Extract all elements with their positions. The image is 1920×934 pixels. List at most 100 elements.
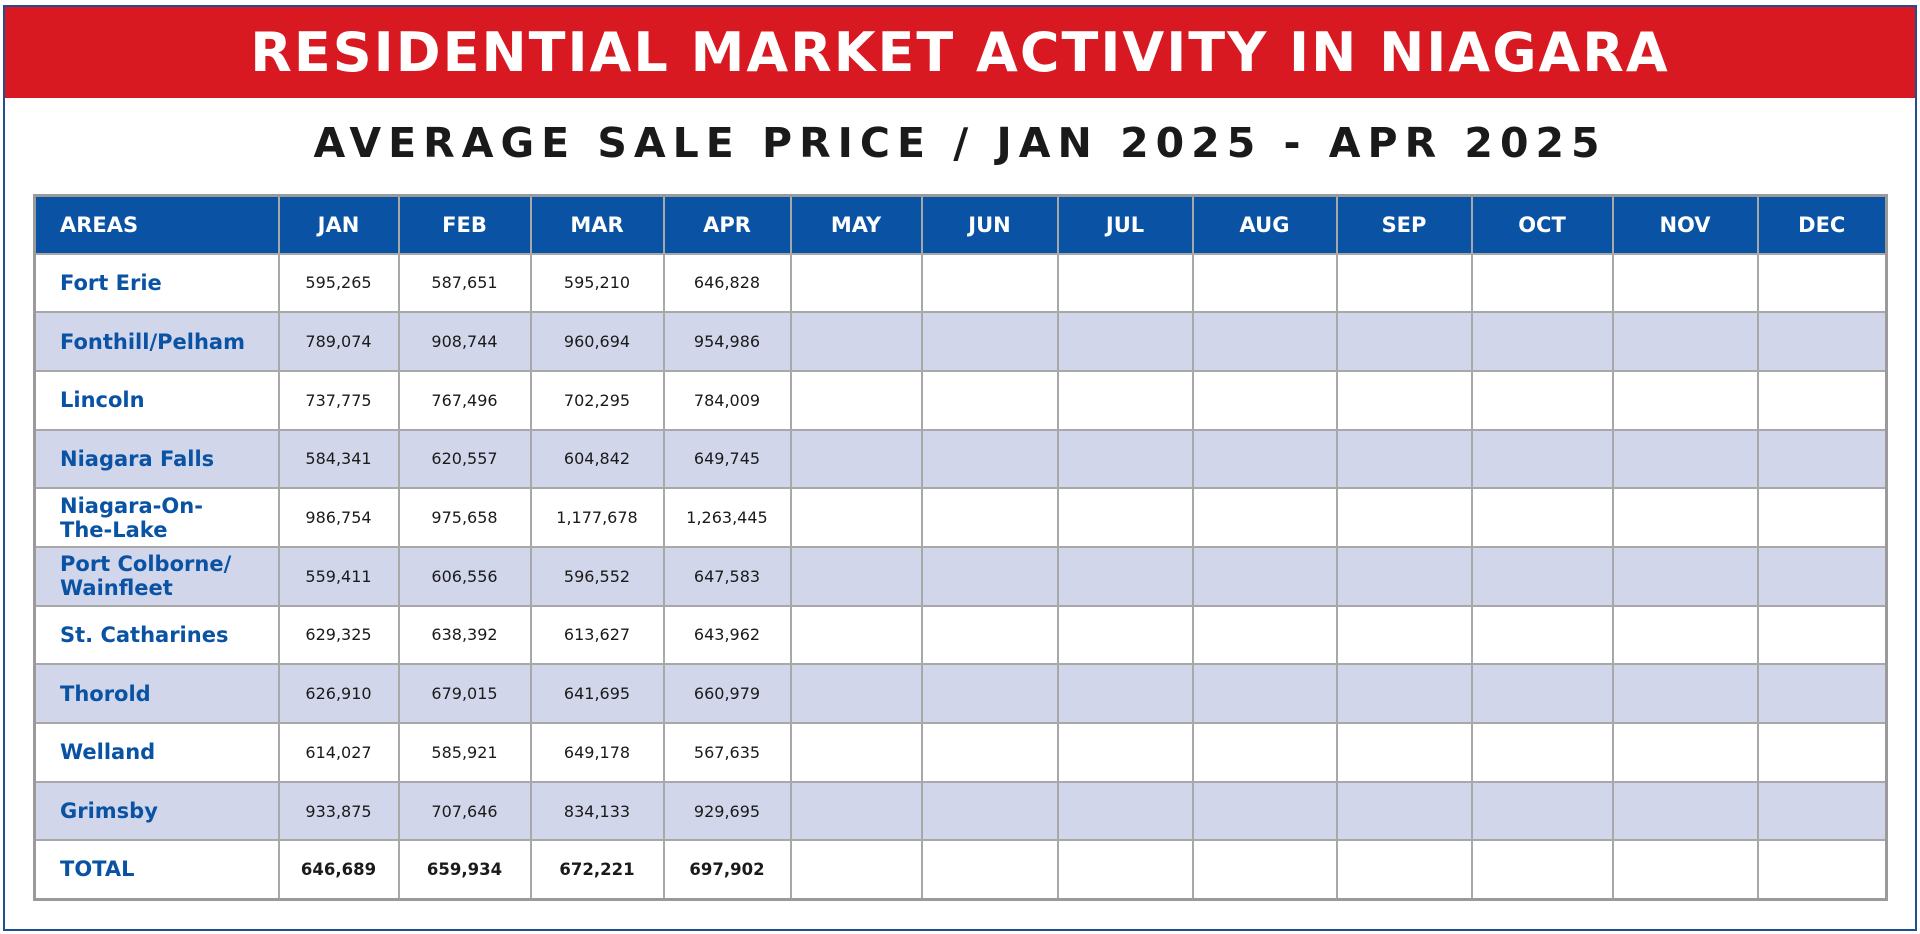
- price-cell-feb: 707,646: [397, 780, 532, 842]
- area-name-cell: TOTAL: [33, 839, 280, 901]
- price-cell-oct: [1470, 369, 1614, 431]
- price-cell-feb: 659,934: [397, 839, 532, 901]
- column-header-jul: JUL: [1056, 194, 1194, 255]
- table-subtitle: AVERAGE SALE PRICE / JAN 2025 - APR 2025: [313, 119, 1607, 167]
- price-cell-sep: [1335, 780, 1473, 842]
- price-cell-may: [789, 428, 923, 490]
- price-cell-aug: [1191, 663, 1338, 724]
- price-cell-nov: [1611, 722, 1759, 783]
- column-header-mar: MAR: [529, 194, 665, 255]
- area-name-cell: St. Catharines: [33, 604, 280, 666]
- price-cell-jun: [920, 311, 1059, 372]
- area-name-cell: Grimsby: [33, 780, 280, 842]
- price-cell-apr: 784,009: [662, 369, 792, 431]
- price-cell-aug: [1191, 428, 1338, 490]
- area-name-cell: Thorold: [33, 663, 280, 724]
- price-cell-feb: 638,392: [397, 604, 532, 666]
- price-cell-may: [789, 311, 923, 372]
- price-cell-aug: [1191, 369, 1338, 431]
- price-cell-jan: 626,910: [277, 663, 400, 724]
- price-cell-apr: 697,902: [662, 839, 792, 901]
- total-row: TOTAL 646,689 659,934 672,221 697,902: [33, 839, 1888, 901]
- table-row: Thorold 626,910 679,015 641,695 660,979: [33, 663, 1888, 724]
- price-cell-jul: [1056, 487, 1194, 548]
- price-cell-jun: [920, 780, 1059, 842]
- price-cell-sep: [1335, 722, 1473, 783]
- price-cell-dec: [1756, 604, 1888, 666]
- price-cell-mar: 613,627: [529, 604, 665, 666]
- price-cell-jul: [1056, 780, 1194, 842]
- price-cell-mar: 1,177,678: [529, 487, 665, 548]
- price-cell-dec: [1756, 663, 1888, 724]
- price-cell-dec: [1756, 369, 1888, 431]
- table-header-row: AREAS JAN FEB MAR APR MAY JUN JUL AUG SEP OCT NOV DE…: [33, 194, 1888, 255]
- price-cell-nov: [1611, 487, 1759, 548]
- column-header-jun: JUN: [920, 194, 1059, 255]
- table-body: Fort Erie 595,265 587,651 595,210 646,828 Fon…: [33, 252, 1888, 901]
- price-cell-feb: 679,015: [397, 663, 532, 724]
- price-cell-sep: [1335, 369, 1473, 431]
- area-name-cell: Welland: [33, 722, 280, 783]
- price-cell-nov: [1611, 311, 1759, 372]
- price-cell-sep: [1335, 604, 1473, 666]
- price-cell-jul: [1056, 663, 1194, 724]
- table-row: Port Colborne/Wainfleet 559,411 606,556 596…: [33, 545, 1888, 607]
- price-cell-feb: 620,557: [397, 428, 532, 490]
- column-header-oct: OCT: [1470, 194, 1614, 255]
- price-cell-jun: [920, 663, 1059, 724]
- price-cell-sep: [1335, 487, 1473, 548]
- price-cell-dec: [1756, 252, 1888, 314]
- table-row: Grimsby 933,875 707,646 834,133 929,695: [33, 780, 1888, 842]
- price-cell-oct: [1470, 839, 1614, 901]
- column-header-sep: SEP: [1335, 194, 1473, 255]
- price-cell-oct: [1470, 311, 1614, 372]
- price-cell-jan: 789,074: [277, 311, 400, 372]
- table-row: Lincoln 737,775 767,496 702,295 784,009: [33, 369, 1888, 431]
- price-cell-jun: [920, 545, 1059, 607]
- price-cell-aug: [1191, 252, 1338, 314]
- price-cell-dec: [1756, 428, 1888, 490]
- area-name-cell: Port Colborne/Wainfleet: [33, 545, 280, 607]
- price-cell-dec: [1756, 487, 1888, 548]
- table-row: Niagara Falls 584,341 620,557 604,842 649,74…: [33, 428, 1888, 490]
- price-cell-may: [789, 487, 923, 548]
- price-cell-nov: [1611, 663, 1759, 724]
- price-cell-oct: [1470, 487, 1614, 548]
- area-name-cell: Niagara-On- The-Lake: [33, 487, 280, 548]
- column-header-apr: APR: [662, 194, 792, 255]
- column-header-jan: JAN: [277, 194, 400, 255]
- sale-price-table: AREAS JAN FEB MAR APR MAY JUN JUL AUG SEP OCT NOV DE…: [33, 194, 1888, 901]
- price-cell-feb: 975,658: [397, 487, 532, 548]
- price-cell-sep: [1335, 545, 1473, 607]
- price-cell-apr: 643,962: [662, 604, 792, 666]
- price-cell-feb: 767,496: [397, 369, 532, 431]
- price-cell-apr: 929,695: [662, 780, 792, 842]
- area-name-cell: Fort Erie: [33, 252, 280, 314]
- price-cell-aug: [1191, 311, 1338, 372]
- price-cell-jun: [920, 487, 1059, 548]
- price-cell-oct: [1470, 722, 1614, 783]
- price-cell-aug: [1191, 487, 1338, 548]
- price-cell-jun: [920, 722, 1059, 783]
- price-cell-mar: 960,694: [529, 311, 665, 372]
- price-cell-may: [789, 722, 923, 783]
- price-cell-jun: [920, 604, 1059, 666]
- price-cell-mar: 604,842: [529, 428, 665, 490]
- price-cell-jan: 614,027: [277, 722, 400, 783]
- price-cell-jan: 629,325: [277, 604, 400, 666]
- area-name-cell: Lincoln: [33, 369, 280, 431]
- price-cell-apr: 649,745: [662, 428, 792, 490]
- price-cell-may: [789, 545, 923, 607]
- column-header-may: MAY: [789, 194, 923, 255]
- price-cell-mar: 596,552: [529, 545, 665, 607]
- price-cell-jan: 646,689: [277, 839, 400, 901]
- area-name-cell: Fonthill/Pelham: [33, 311, 280, 372]
- table-row: Welland 614,027 585,921 649,178 567,635: [33, 722, 1888, 783]
- table-row: Niagara-On- The-Lake 986,754 975,658 1,177,6…: [33, 487, 1888, 548]
- price-cell-oct: [1470, 663, 1614, 724]
- price-cell-apr: 647,583: [662, 545, 792, 607]
- price-cell-may: [789, 780, 923, 842]
- price-cell-mar: 672,221: [529, 839, 665, 901]
- price-cell-oct: [1470, 428, 1614, 490]
- price-cell-dec: [1756, 780, 1888, 842]
